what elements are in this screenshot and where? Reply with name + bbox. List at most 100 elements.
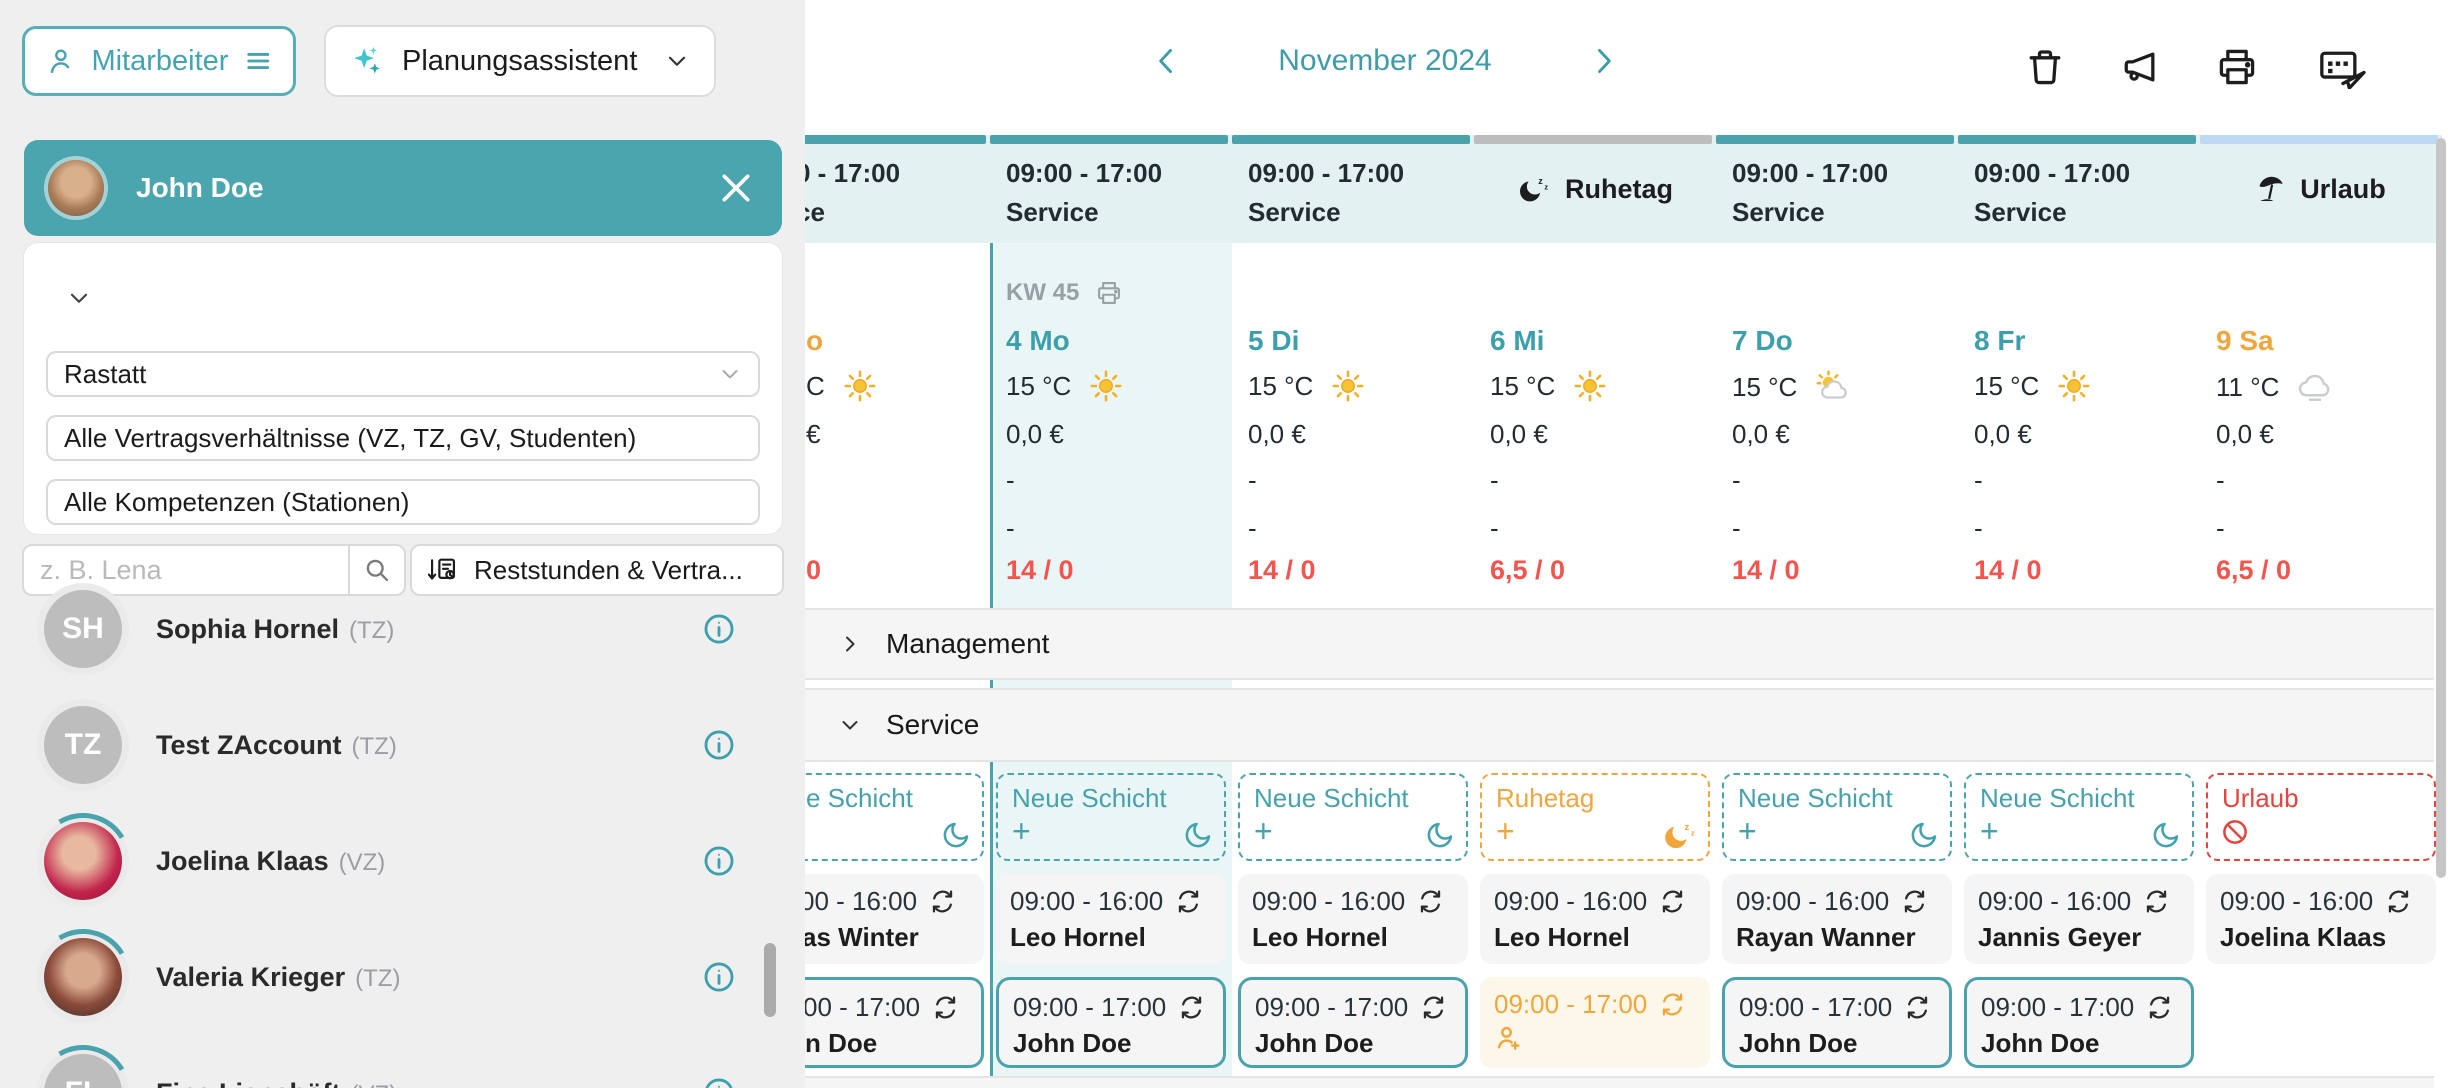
- restday-label: Ruhetag: [1496, 783, 1595, 813]
- vacation-cell[interactable]: Urlaub: [2206, 773, 2436, 861]
- day-hours-stat: 14 / 0: [1006, 555, 1074, 585]
- plus-icon: +: [1012, 813, 1031, 849]
- new-shift-cell[interactable]: Neue Schicht +: [1964, 773, 2194, 861]
- selected-shift-cell[interactable]: 09:00 - 17:00 John Doe: [1238, 977, 1468, 1068]
- shift-name: Service: [1248, 197, 1341, 227]
- day-header-cell[interactable]: 09:00 - 17:00 Service: [990, 135, 1232, 243]
- new-shift-cell[interactable]: Neue Schicht +: [1238, 773, 1468, 861]
- employee-list-item[interactable]: SH Sophia Hornel (TZ): [0, 590, 805, 686]
- sparkles-icon: [350, 44, 384, 78]
- prev-month-icon[interactable]: [1150, 44, 1184, 78]
- shift-name: ce: [796, 197, 825, 227]
- repeat-icon: [1420, 994, 1447, 1021]
- day-header-cell[interactable]: 09:00 - 17:00 Service: [1716, 135, 1958, 243]
- shift-time: 09:00 - 17:00: [1732, 158, 1889, 188]
- section-row-service[interactable]: Service: [748, 688, 2434, 762]
- day-info-column: 7 Do 15 °C 0,0 € - - 14 / 0: [1716, 243, 1958, 608]
- day-label: 7 Do: [1732, 325, 1793, 356]
- chevron-down-icon: [664, 48, 690, 74]
- next-month-icon[interactable]: [1586, 44, 1620, 78]
- info-icon[interactable]: [702, 728, 736, 762]
- contract-tag: (VZ): [351, 1081, 398, 1088]
- shift-cell[interactable]: 09:00 - 16:00 Joelina Klaas: [2206, 874, 2436, 964]
- info-icon[interactable]: [702, 844, 736, 878]
- day-revenue: 0,0 €: [1490, 419, 1548, 449]
- day-info-column: 9 Sa 11 °C 0,0 € - - 6,5 / 0: [2200, 243, 2442, 608]
- employee-name: Fina Lienshöft(VZ): [156, 1078, 397, 1088]
- week-number: KW 45: [1006, 279, 1080, 306]
- info-icon[interactable]: [702, 612, 736, 646]
- close-icon[interactable]: [716, 168, 756, 208]
- megaphone-icon[interactable]: [2118, 45, 2162, 89]
- open-shift-cell[interactable]: 09:00 - 17:00: [1480, 977, 1710, 1068]
- sun-icon: [1573, 369, 1607, 403]
- day-dash: -: [2216, 513, 2225, 543]
- competence-filter[interactable]: Alle Kompetenzen (Stationen): [46, 479, 760, 525]
- day-hours-stat: 14 / 0: [1732, 555, 1800, 585]
- search-icon[interactable]: [348, 546, 404, 594]
- printer-icon[interactable]: [2215, 45, 2259, 89]
- day-header-cell[interactable]: Ruhetag: [1474, 135, 1716, 243]
- contract-tag: (VZ): [338, 849, 386, 876]
- search-input[interactable]: [24, 554, 348, 586]
- new-shift-cell[interactable]: Neue Schicht +: [996, 773, 1226, 861]
- day-dash: -: [1490, 465, 1499, 495]
- employee-list-item[interactable]: Valeria Krieger (TZ): [0, 938, 805, 1034]
- restday-cell[interactable]: Ruhetag +: [1480, 773, 1710, 861]
- avatar: [48, 160, 104, 216]
- shift-time: 09:00 - 17:00: [1006, 158, 1163, 188]
- employees-button[interactable]: Mitarbeiter: [22, 26, 296, 96]
- day-header-cell[interactable]: Urlaub: [2200, 135, 2442, 243]
- print-week-icon[interactable]: [1095, 279, 1123, 307]
- calendar-send-icon[interactable]: [2316, 45, 2368, 89]
- location-select[interactable]: Rastatt: [46, 351, 760, 397]
- selected-shift-cell[interactable]: 09:00 - 17:00 John Doe: [1722, 977, 1952, 1068]
- shift-time: 09:00 - 17:00: [1981, 992, 2173, 1023]
- shift-color-bar: [748, 135, 986, 144]
- plus-icon: +: [1738, 813, 1757, 849]
- shift-employee: Rayan Wanner: [1736, 922, 1916, 952]
- selected-shift-cell[interactable]: 09:00 - 17:00 John Doe: [996, 977, 1226, 1068]
- repeat-icon: [1659, 888, 1686, 915]
- shift-cell[interactable]: 09:00 - 16:00 Rayan Wanner: [1722, 874, 1952, 964]
- shift-color-bar: [1958, 135, 2196, 144]
- day-dash: -: [1490, 513, 1499, 543]
- employee-list-item[interactable]: Joelina Klaas (VZ): [0, 822, 805, 918]
- selected-shift-cell[interactable]: 09:00 - 17:00 John Doe: [1964, 977, 2194, 1068]
- shift-time: 09:00 - 17:00: [1739, 992, 1931, 1023]
- employee-list-item[interactable]: FL Fina Lienshöft(VZ): [0, 1054, 805, 1088]
- contract-filter[interactable]: Alle Vertragsverhältnisse (VZ, TZ, GV, S…: [46, 415, 760, 461]
- shift-cell[interactable]: 09:00 - 16:00 Jannis Geyer: [1964, 874, 2194, 964]
- shift-color-bar: [990, 135, 1228, 144]
- sun-icon: [843, 369, 877, 403]
- day-label: 4 Mo: [1006, 325, 1070, 356]
- info-icon[interactable]: [702, 960, 736, 994]
- new-shift-cell[interactable]: Neue Schicht +: [1722, 773, 1952, 861]
- day-temperature: 15 °C: [1248, 369, 1365, 403]
- shift-time: 09:00 - 17:00: [1255, 992, 1447, 1023]
- planning-assistant-button[interactable]: Planungsassistent: [324, 25, 716, 97]
- vertical-scrollbar[interactable]: [2436, 138, 2446, 878]
- shift-cell[interactable]: 09:00 - 16:00 Leo Hornel: [1238, 874, 1468, 964]
- avatar: [44, 822, 122, 900]
- shift-employee: Joelina Klaas: [2220, 922, 2387, 952]
- shift-time: 0 - 17:00: [796, 158, 901, 188]
- vacation-label: Urlaub: [2300, 173, 2386, 204]
- day-dash: -: [1006, 513, 1015, 543]
- day-dash: -: [1248, 513, 1257, 543]
- shift-cell[interactable]: 09:00 - 16:00 Leo Hornel: [1480, 874, 1710, 964]
- avatar: [44, 938, 122, 1016]
- day-header-cell[interactable]: 09:00 - 17:00 Service: [1958, 135, 2200, 243]
- employee-list-item[interactable]: TZ Test ZAccount (TZ): [0, 706, 805, 802]
- collapse-chevron-icon[interactable]: [66, 285, 92, 311]
- day-header-cell[interactable]: 09:00 - 17:00 Service: [1232, 135, 1474, 243]
- menu-icon: [244, 46, 273, 76]
- info-icon[interactable]: [702, 1076, 736, 1088]
- trash-icon[interactable]: [2023, 45, 2067, 89]
- panel-scrollbar[interactable]: [764, 943, 776, 1017]
- sort-button[interactable]: Reststunden & Vertra...: [410, 544, 784, 596]
- selected-employee-name: John Doe: [136, 172, 264, 203]
- shift-cell[interactable]: 09:00 - 16:00 Leo Hornel: [996, 874, 1226, 964]
- section-row-management[interactable]: Management: [748, 608, 2434, 680]
- moon-zzz-icon: [1662, 819, 1698, 851]
